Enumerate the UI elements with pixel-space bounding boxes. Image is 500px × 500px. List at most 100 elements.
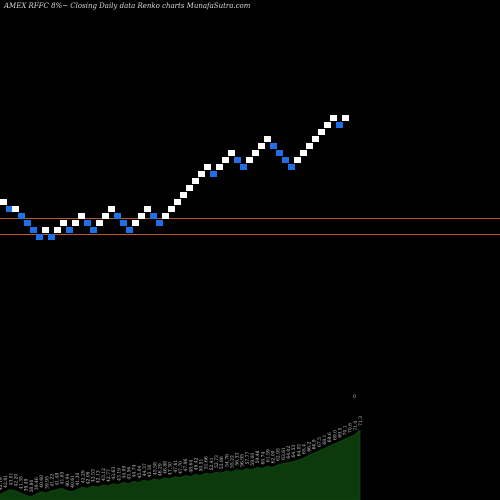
volume-label: 40.60 <box>39 475 45 488</box>
volume-label: 64.02 <box>286 446 292 459</box>
volume-label: 62.00 <box>271 450 277 463</box>
renko-brick-up <box>186 185 193 191</box>
volume-label: 57.77 <box>245 451 251 464</box>
renko-brick-down <box>276 150 283 156</box>
volume-label: 43.01 <box>8 472 14 485</box>
renko-brick-down <box>126 227 133 233</box>
volume-labels: 42.19 42.81 43.01 42.20 41.35 39.49 38.80 39.46… <box>0 394 364 493</box>
volume-label: 64.33 <box>291 444 297 457</box>
volume-label: 43.56 <box>127 467 133 480</box>
volume-label: 58.00 <box>250 453 256 466</box>
renko-brick-down <box>336 122 343 128</box>
renko-brick-up <box>204 164 211 170</box>
volume-label: 52.41 <box>209 457 215 470</box>
volume-label: 41.30 <box>75 472 81 485</box>
volume-label: 47.70 <box>178 461 184 474</box>
volume-label: 46.88 <box>163 461 169 474</box>
renko-brick-up <box>162 213 169 219</box>
renko-bricks <box>0 115 349 240</box>
renko-brick-up <box>330 115 337 121</box>
volume-label: 47.30 <box>168 462 174 475</box>
renko-brick-up <box>294 157 301 163</box>
volume-label: 51.66 <box>204 456 210 469</box>
renko-brick-up <box>300 150 307 156</box>
volume-label: 50.51 <box>199 458 205 471</box>
renko-brick-down <box>150 213 157 219</box>
volume-label: 44.00 <box>121 465 127 478</box>
renko-brick-up <box>312 136 319 142</box>
volume-label: 42.19 <box>0 477 4 490</box>
renko-brick-up <box>102 213 109 219</box>
volume-label: 41.85 <box>60 471 66 484</box>
chart-title: AMEX RFFC 8%~ Closing Daily data Renko c… <box>4 2 251 10</box>
renko-brick-down <box>282 157 289 163</box>
volume-label: 40.61 <box>70 475 76 488</box>
volume-label: 42.81 <box>3 475 9 488</box>
renko-brick-down <box>48 234 55 240</box>
volume-label: 41.35 <box>19 476 25 489</box>
renko-brick-down <box>84 220 91 226</box>
volume-label: 55.22 <box>229 455 235 468</box>
renko-brick-up <box>60 220 67 226</box>
renko-brick-up <box>342 115 349 121</box>
volume-label: 66.2 <box>307 442 313 452</box>
renko-brick-down <box>240 164 247 170</box>
volume-label: 42.09 <box>85 471 91 484</box>
volume-label: 41.22 <box>49 474 55 487</box>
volume-label: 42.77 <box>106 469 112 482</box>
renko-brick-down <box>114 213 121 219</box>
volume-label: 61.59 <box>265 449 271 462</box>
volume-label: 48.64 <box>188 460 194 473</box>
renko-brick-up <box>78 213 85 219</box>
volume-label: 63.61 <box>281 447 287 460</box>
volume-label: 42.13 <box>96 470 102 483</box>
volume-label: 43.63 <box>111 467 117 480</box>
renko-brick-up <box>222 157 229 163</box>
volume-label: 54.76 <box>224 454 230 467</box>
renko-brick-up <box>54 227 61 233</box>
volume-label: 42.20 <box>13 474 19 487</box>
renko-brick-down <box>210 171 217 177</box>
volume-label: 39.95 <box>44 476 50 489</box>
volume-label: 69.5 <box>337 428 343 438</box>
volume-label: 70.1 <box>343 425 349 435</box>
volume-label: 45.58 <box>152 462 158 475</box>
renko-brick-up <box>12 206 19 212</box>
volume-label: 62.95 <box>276 448 282 461</box>
volume-label: 53.86 <box>219 456 225 469</box>
volume-peak-marker: 0 <box>353 394 356 400</box>
volume-label: 70.6 <box>348 423 354 433</box>
volume-label: 60.74 <box>260 451 266 464</box>
volume-label: 56.33 <box>235 453 241 466</box>
renko-brick-up <box>138 213 145 219</box>
volume-label: 56.95 <box>240 454 246 467</box>
renko-brick-down <box>36 234 43 240</box>
renko-brick-up <box>228 150 235 156</box>
renko-brick-down <box>6 206 13 212</box>
renko-brick-up <box>192 178 199 184</box>
renko-brick-up <box>168 206 175 212</box>
renko-brick-up <box>198 171 205 177</box>
volume-label: 71.0 <box>353 421 359 431</box>
renko-brick-up <box>72 220 79 226</box>
renko-brick-down <box>270 143 277 149</box>
volume-label: 43.19 <box>116 468 122 481</box>
renko-brick-down <box>90 227 97 233</box>
volume-label: 67.5 <box>317 437 323 447</box>
renko-brick-down <box>156 220 163 226</box>
volume-label: 40.94 <box>65 474 71 487</box>
volume-area <box>0 429 361 500</box>
renko-brick-down <box>288 164 295 170</box>
renko-brick-down <box>24 220 31 226</box>
renko-brick-up <box>318 129 325 135</box>
renko-brick-up <box>132 220 139 226</box>
renko-brick-down <box>234 157 241 163</box>
renko-brick-down <box>120 220 127 226</box>
renko-brick-up <box>96 220 103 226</box>
volume-label: 38.80 <box>29 479 35 492</box>
renko-brick-up <box>0 199 7 205</box>
volume-label: 44.74 <box>132 464 138 477</box>
renko-brick-up <box>216 164 223 170</box>
